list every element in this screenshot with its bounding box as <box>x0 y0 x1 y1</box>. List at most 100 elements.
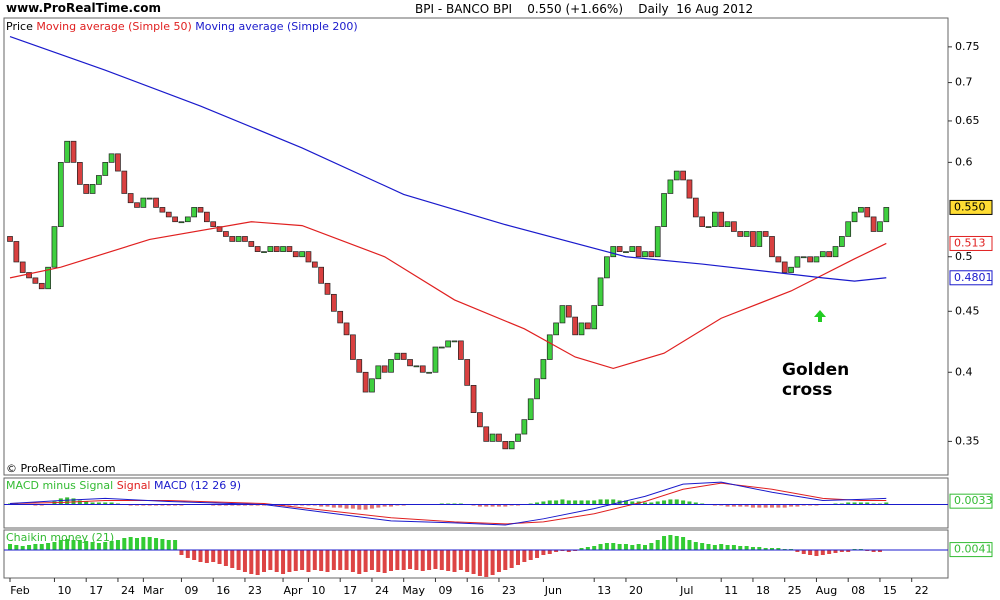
candle <box>26 272 32 279</box>
chaikin-bar <box>820 550 825 555</box>
candle <box>388 359 394 373</box>
chaikin-bar <box>687 540 692 550</box>
macd-line <box>9 481 887 526</box>
macd-bar <box>801 504 806 506</box>
macd-bar <box>376 504 381 508</box>
chaikin-bar <box>427 550 432 570</box>
value-badge <box>949 199 993 215</box>
chaikin-bar <box>128 537 133 550</box>
macd-bar <box>877 503 882 505</box>
macd-bar <box>211 504 216 506</box>
chaikin-bar <box>446 550 451 571</box>
candle <box>781 261 788 273</box>
macd-bar <box>141 504 146 506</box>
macd-bar <box>579 500 584 505</box>
macd-bar <box>719 504 724 506</box>
candle <box>686 179 693 199</box>
macd-bar <box>369 504 374 509</box>
chaikin-bar <box>433 550 438 569</box>
legend-prefix: Price <box>6 20 33 33</box>
macd-bar <box>744 504 749 507</box>
macd-bar <box>458 503 463 505</box>
y-tick-label: 0.75 <box>955 40 980 53</box>
chaikin-bar <box>547 550 552 554</box>
candle <box>254 246 261 252</box>
candle <box>108 153 115 163</box>
candle <box>426 371 432 374</box>
chaikin-bar <box>585 547 590 550</box>
chaikin-bar <box>58 540 63 550</box>
candle <box>210 221 217 227</box>
chaikin-bar <box>331 550 336 570</box>
candle <box>337 310 344 324</box>
macd-bar <box>389 504 393 507</box>
x-tick-label: Jul <box>679 584 693 597</box>
x-tick-label: Apr <box>284 584 304 597</box>
chaikin-bar <box>268 550 273 570</box>
x-tick-label: 17 <box>89 584 103 597</box>
macd-bar <box>115 503 120 505</box>
chaikin-bar <box>185 550 190 558</box>
candle <box>508 441 515 450</box>
macd-bar <box>128 504 133 506</box>
date: 16 Aug 2012 <box>676 2 754 16</box>
chaikin-bar <box>839 550 844 552</box>
candle <box>838 236 845 247</box>
chaikin-bar <box>655 540 660 550</box>
candle <box>527 398 534 421</box>
x-tick-label: 24 <box>121 584 135 597</box>
candle <box>159 207 166 213</box>
candle <box>489 433 496 442</box>
candle <box>13 241 20 263</box>
candle <box>559 305 566 324</box>
candle <box>826 251 833 258</box>
chaikin-bar <box>141 537 146 550</box>
chaikin-bar <box>408 550 413 569</box>
candle <box>299 251 305 258</box>
chaikin-bar <box>795 550 800 552</box>
macd-bar <box>77 500 82 505</box>
macd-bar <box>90 502 95 505</box>
chaikin-bar <box>636 544 641 550</box>
candle <box>807 256 813 263</box>
chaikin-bar <box>293 550 298 571</box>
chaikin-bar <box>693 542 698 550</box>
macd-bar <box>509 504 514 506</box>
candle <box>394 352 401 360</box>
macd-bar <box>439 503 444 505</box>
chaikin-bar <box>731 545 736 550</box>
chaikin-bar <box>814 550 819 556</box>
macd-bar <box>541 501 546 505</box>
macd-bar <box>242 504 247 506</box>
candle <box>350 334 356 360</box>
candle <box>496 433 502 442</box>
chaikin-bar <box>801 550 806 554</box>
chaikin-bar <box>668 535 673 550</box>
macd-bar <box>84 501 89 505</box>
candle <box>115 153 121 172</box>
chaikin-bar <box>14 545 19 550</box>
candle <box>267 246 274 252</box>
macd-bar <box>338 504 343 508</box>
chaikin-bar <box>712 545 717 550</box>
macd-bar <box>655 501 660 505</box>
candle <box>165 211 172 218</box>
candle <box>858 207 864 213</box>
period: Daily <box>638 2 669 16</box>
chaikin-bar <box>643 545 647 550</box>
candle <box>724 221 731 227</box>
y-tick-label: 0.65 <box>955 114 980 127</box>
chaikin-legend: Chaikin money (21) <box>6 531 115 544</box>
candle <box>153 197 159 208</box>
chaikin-bar <box>776 548 781 550</box>
chaikin-bar <box>84 541 89 550</box>
candle <box>445 340 451 348</box>
macd-bar <box>750 504 755 508</box>
macd-bar <box>255 504 260 506</box>
candle <box>451 340 458 343</box>
candle <box>432 346 439 373</box>
candle <box>883 207 890 223</box>
macd-bar <box>496 504 501 507</box>
chaikin-bar <box>217 550 222 564</box>
chaikin-bar <box>274 550 279 572</box>
